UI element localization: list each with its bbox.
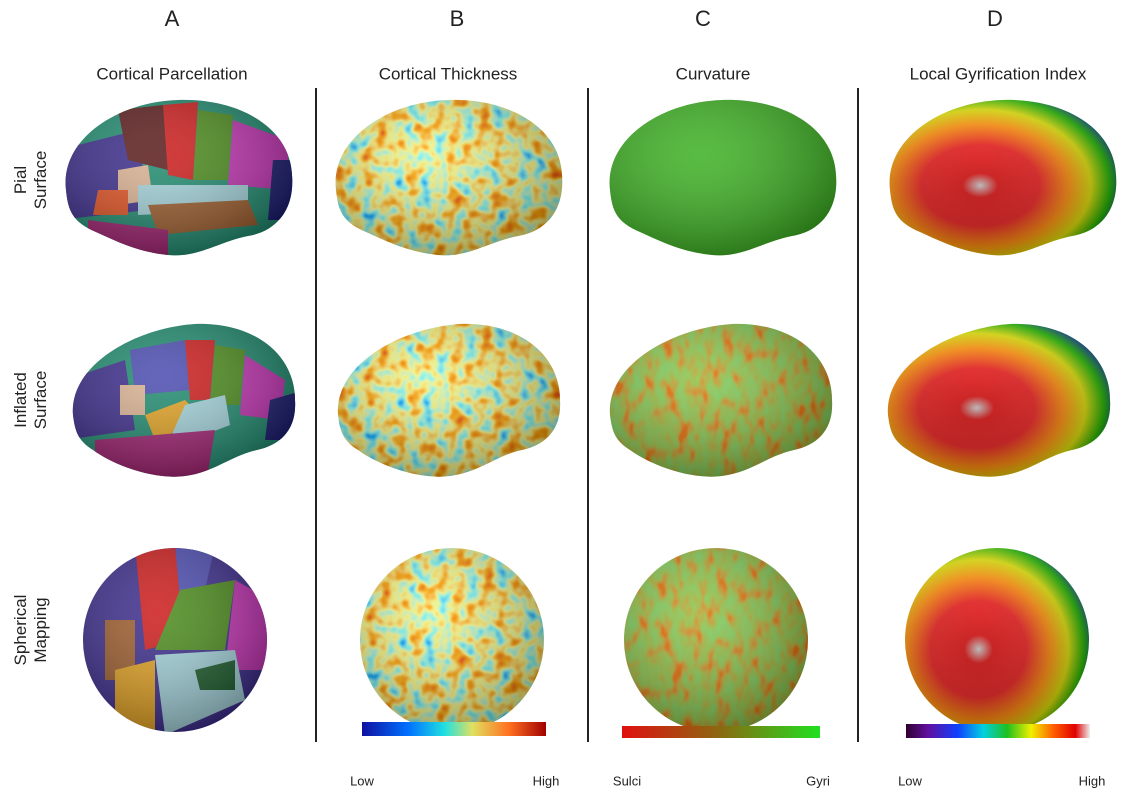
colorbar-label: Low xyxy=(350,773,374,788)
column-title: Local Gyrification Index xyxy=(910,64,1087,83)
pial-lgi xyxy=(890,100,1117,255)
colorbar-label: Gyri xyxy=(806,773,830,788)
colorbar xyxy=(362,722,546,736)
inflated-lgi xyxy=(888,324,1110,477)
column-letter: D xyxy=(987,6,1003,31)
colorbar xyxy=(622,726,820,738)
column-title: Cortical Parcellation xyxy=(96,64,247,83)
sphere-lgi xyxy=(905,548,1089,732)
row-label: SphericalMapping xyxy=(11,595,50,666)
inflated-thickness xyxy=(338,324,560,477)
colorbar xyxy=(906,724,1090,738)
sphere-curvature xyxy=(624,548,808,732)
colorbar-label: Sulci xyxy=(613,773,641,788)
sphere-thickness xyxy=(360,548,544,732)
column-title: Cortical Thickness xyxy=(379,64,518,83)
colorbar-label: High xyxy=(1079,773,1106,788)
pial-thickness xyxy=(336,100,563,255)
column-letter: B xyxy=(450,6,465,31)
colorbar-label: High xyxy=(533,773,560,788)
row-label: PialSurface xyxy=(11,151,50,210)
sphere-parcellation xyxy=(80,545,270,735)
pial-parcellation xyxy=(58,90,298,270)
colorbar-label: Low xyxy=(898,773,922,788)
column-letter: C xyxy=(695,6,711,31)
column-letter: A xyxy=(165,6,180,31)
figure: A B C D Cortical Parcellation Cortical T… xyxy=(0,0,1121,792)
pial-curvature xyxy=(610,100,837,255)
row-label: InflatedSurface xyxy=(11,371,50,430)
inflated-parcellation xyxy=(65,310,305,490)
inflated-curvature xyxy=(610,324,832,477)
column-title: Curvature xyxy=(676,64,751,83)
